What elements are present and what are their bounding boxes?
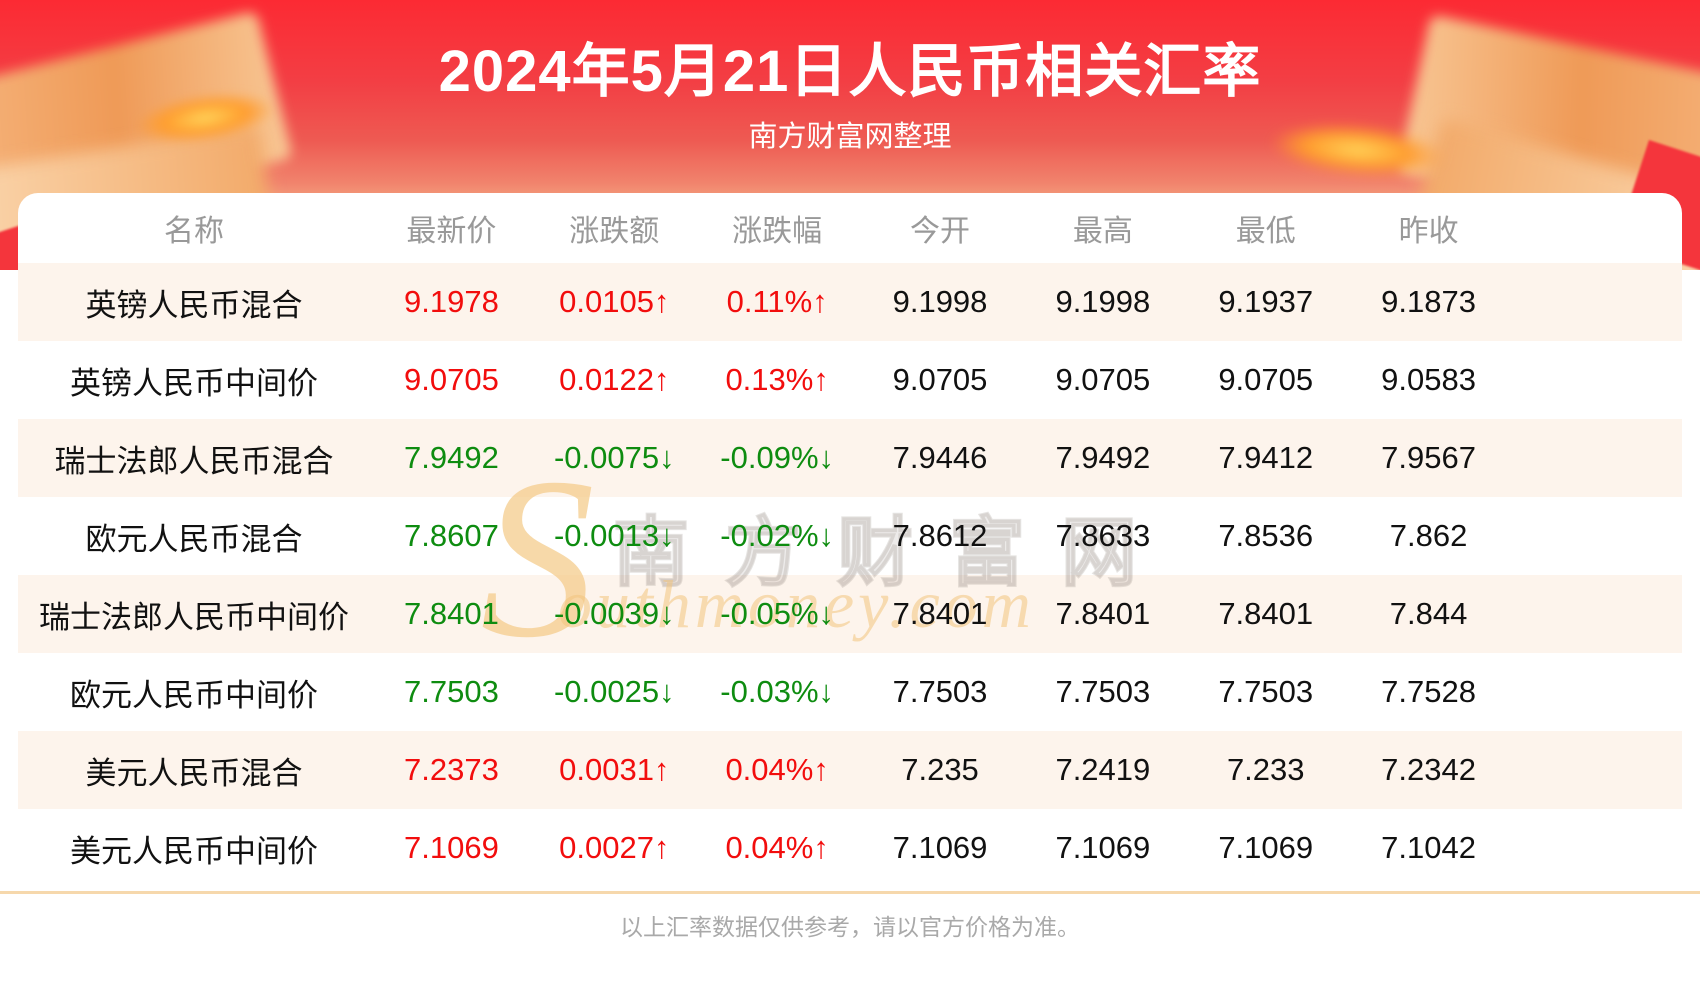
cell-high: 7.7503 — [1055, 674, 1151, 709]
cell-change: 0.0027↑ — [559, 830, 670, 865]
cell-name: 美元人民币混合 — [85, 755, 303, 791]
column-header-5: 最高 — [1072, 215, 1133, 248]
cell-open: 7.8401 — [892, 596, 988, 631]
cell-high: 7.1069 — [1055, 830, 1151, 865]
column-header-2: 涨跌额 — [569, 215, 660, 248]
cell-change: -0.0075↓ — [553, 440, 675, 475]
cell-pct: 0.04%↑ — [725, 752, 829, 787]
footer-note: 以上汇率数据仅供参考，请以官方价格为准。 — [620, 914, 1080, 940]
cell-open: 7.7503 — [892, 674, 988, 709]
page-subtitle: 南方财富网整理 — [748, 121, 952, 153]
cell-pct: 0.04%↑ — [725, 830, 829, 865]
cell-prev_close: 7.844 — [1389, 596, 1468, 631]
cell-prev_close: 7.862 — [1389, 518, 1468, 553]
cell-prev_close: 7.7528 — [1381, 674, 1476, 709]
exchange-rate-table-card: 名称 最新价 涨跌额 涨跌幅 今开 最高 最低 昨收 英镑人民币混合 9.1978 0.0105↑… — [18, 193, 1682, 887]
cell-name: 欧元人民币混合 — [85, 521, 303, 557]
column-header-6: 最低 — [1235, 215, 1296, 248]
cell-prev_close: 7.1042 — [1381, 830, 1476, 865]
cell-latest: 7.2373 — [404, 752, 499, 787]
cell-high: 7.8633 — [1055, 518, 1151, 553]
cell-high: 7.8401 — [1055, 596, 1151, 631]
column-header-4: 今开 — [910, 215, 970, 248]
table-row: 英镑人民币中间价 9.0705 0.0122↑ 0.13%↑ 9.0705 9.0705 9… — [18, 341, 1682, 419]
cell-low: 7.7503 — [1218, 674, 1314, 709]
cell-change: 0.0105↑ — [559, 284, 670, 319]
table-row: 美元人民币中间价 7.1069 0.0027↑ 0.04%↑ 7.1069 7.1069 7… — [18, 809, 1682, 887]
cell-name: 美元人民币中间价 — [70, 833, 318, 869]
cell-latest: 7.1069 — [404, 830, 499, 865]
table-header-row: 名称 最新价 涨跌额 涨跌幅 今开 最高 最低 昨收 — [18, 193, 1682, 263]
cell-pct: -0.09%↓ — [720, 440, 835, 475]
cell-pct: 0.11%↑ — [726, 284, 828, 319]
cell-low: 7.233 — [1226, 752, 1305, 787]
table-body: 英镑人民币混合 9.1978 0.0105↑ 0.11%↑ 9.1998 9.1998 9.… — [18, 263, 1682, 887]
cell-open: 9.1998 — [892, 284, 988, 319]
cell-low: 7.8401 — [1218, 596, 1314, 631]
cell-pct: -0.05%↓ — [720, 596, 835, 631]
cell-open: 9.0705 — [892, 362, 988, 397]
cell-name: 英镑人民币混合 — [85, 287, 303, 323]
cell-change: -0.0039↓ — [553, 596, 675, 631]
cell-open: 7.1069 — [892, 830, 988, 865]
cell-name: 英镑人民币中间价 — [70, 365, 318, 401]
cell-low: 9.0705 — [1218, 362, 1314, 397]
cell-high: 7.9492 — [1055, 440, 1151, 475]
table-row: 美元人民币混合 7.2373 0.0031↑ 0.04%↑ 7.235 7.2419 7.2… — [18, 731, 1682, 809]
cell-high: 9.0705 — [1055, 362, 1151, 397]
cell-latest: 7.9492 — [404, 440, 499, 475]
cell-open: 7.8612 — [892, 518, 988, 553]
cell-low: 7.9412 — [1218, 440, 1314, 475]
cell-open: 7.9446 — [892, 440, 988, 475]
cell-change: -0.0025↓ — [553, 674, 675, 709]
column-header-1: 最新价 — [406, 215, 497, 248]
cell-latest: 9.1978 — [404, 284, 499, 319]
table-row: 瑞士法郎人民币中间价 7.8401 -0.0039↓ -0.05%↓ 7.8401 7.8… — [18, 575, 1682, 653]
footer-divider — [0, 891, 1700, 894]
column-header-7: 昨收 — [1398, 215, 1459, 248]
cell-low: 9.1937 — [1218, 284, 1314, 319]
cell-high: 7.2419 — [1055, 752, 1151, 787]
page-title: 2024年5月21日人民币相关汇率 — [438, 39, 1262, 104]
table-row: 欧元人民币混合 7.8607 -0.0013↓ -0.02%↓ 7.8612 7.8633… — [18, 497, 1682, 575]
cell-name: 瑞士法郎人民币混合 — [54, 443, 334, 479]
cell-change: 0.0122↑ — [559, 362, 670, 397]
cell-change: -0.0013↓ — [553, 518, 675, 553]
cell-latest: 7.8401 — [404, 596, 499, 631]
cell-prev_close: 7.9567 — [1381, 440, 1476, 475]
column-header-3: 涨跌幅 — [732, 215, 823, 248]
cell-high: 9.1998 — [1055, 284, 1151, 319]
cell-name: 瑞士法郎人民币中间价 — [39, 599, 349, 635]
cell-change: 0.0031↑ — [559, 752, 670, 787]
column-header-0: 名称 — [164, 215, 224, 248]
cell-low: 7.1069 — [1218, 830, 1314, 865]
cell-prev_close: 7.2342 — [1381, 752, 1476, 787]
cell-prev_close: 9.0583 — [1381, 362, 1476, 397]
table-row: 欧元人民币中间价 7.7503 -0.0025↓ -0.03%↓ 7.7503 7.750… — [18, 653, 1682, 731]
cell-low: 7.8536 — [1218, 518, 1314, 553]
cell-pct: -0.03%↓ — [720, 674, 835, 709]
cell-name: 欧元人民币中间价 — [70, 677, 318, 713]
table-row: 英镑人民币混合 9.1978 0.0105↑ 0.11%↑ 9.1998 9.1998 9.… — [18, 263, 1682, 341]
cell-latest: 7.8607 — [404, 518, 499, 553]
cell-prev_close: 9.1873 — [1381, 284, 1476, 319]
cell-latest: 7.7503 — [404, 674, 499, 709]
cell-pct: 0.13%↑ — [725, 362, 829, 397]
table-row: 瑞士法郎人民币混合 7.9492 -0.0075↓ -0.09%↓ 7.9446 7.94… — [18, 419, 1682, 497]
cell-open: 7.235 — [901, 752, 979, 787]
cell-latest: 9.0705 — [404, 362, 499, 397]
cell-pct: -0.02%↓ — [720, 518, 835, 553]
